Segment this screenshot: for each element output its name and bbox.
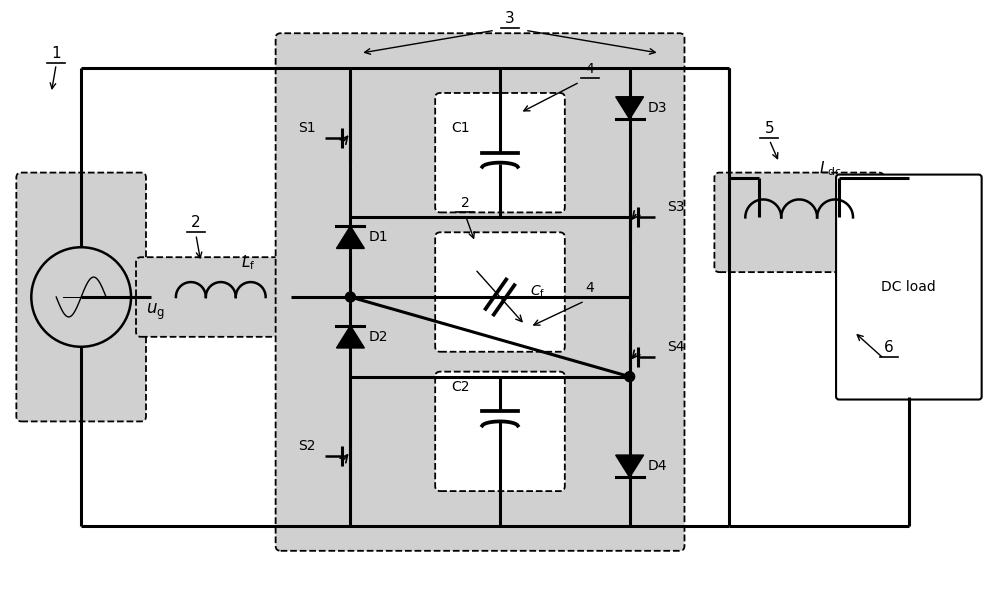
Polygon shape bbox=[336, 326, 364, 348]
Text: C1: C1 bbox=[451, 121, 470, 135]
Text: 4: 4 bbox=[585, 281, 594, 295]
Text: C2: C2 bbox=[452, 380, 470, 393]
Text: D1: D1 bbox=[368, 230, 388, 244]
FancyBboxPatch shape bbox=[136, 257, 306, 337]
FancyBboxPatch shape bbox=[276, 33, 684, 551]
Text: DC load: DC load bbox=[881, 280, 936, 294]
Text: 5: 5 bbox=[764, 121, 774, 136]
Text: 1: 1 bbox=[51, 46, 61, 61]
Text: S2: S2 bbox=[298, 439, 316, 453]
FancyBboxPatch shape bbox=[435, 93, 565, 213]
Text: 4: 4 bbox=[585, 62, 594, 76]
Circle shape bbox=[345, 292, 355, 302]
Text: $L_{\rm f}$: $L_{\rm f}$ bbox=[241, 253, 255, 272]
Polygon shape bbox=[616, 97, 644, 119]
Text: D3: D3 bbox=[648, 101, 667, 115]
Polygon shape bbox=[616, 455, 644, 478]
Polygon shape bbox=[336, 226, 364, 248]
FancyBboxPatch shape bbox=[836, 174, 982, 399]
Text: S4: S4 bbox=[668, 340, 685, 354]
Text: $L_{\rm dc}$: $L_{\rm dc}$ bbox=[819, 159, 842, 177]
FancyBboxPatch shape bbox=[435, 232, 565, 352]
Text: 2: 2 bbox=[191, 216, 201, 230]
Text: 6: 6 bbox=[884, 340, 894, 355]
FancyBboxPatch shape bbox=[714, 173, 884, 272]
Text: $u_{\rm g}$: $u_{\rm g}$ bbox=[146, 302, 165, 322]
Text: S1: S1 bbox=[298, 121, 316, 135]
FancyBboxPatch shape bbox=[435, 372, 565, 491]
Text: 3: 3 bbox=[505, 11, 515, 26]
FancyBboxPatch shape bbox=[16, 173, 146, 421]
Circle shape bbox=[625, 372, 635, 381]
Text: $C_{\rm f}$: $C_{\rm f}$ bbox=[530, 284, 545, 300]
Text: S3: S3 bbox=[668, 201, 685, 214]
Text: D4: D4 bbox=[648, 459, 667, 473]
Text: D2: D2 bbox=[368, 330, 388, 344]
Text: 2: 2 bbox=[461, 196, 469, 210]
